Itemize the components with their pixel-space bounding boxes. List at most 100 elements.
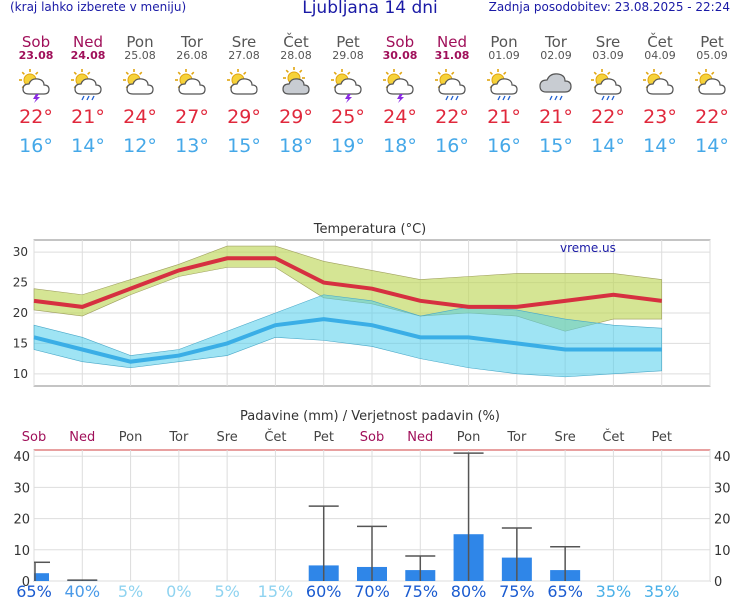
day-column: Pet 29.08 25° 19° xyxy=(322,34,374,157)
y-tick-label-right: 20 xyxy=(714,513,731,528)
day-column: Tor 02.09 21° 15° xyxy=(530,34,582,157)
rain-probability: 75% xyxy=(499,582,535,600)
rain-probability: 65% xyxy=(547,582,583,600)
min-temp-line xyxy=(33,317,662,364)
max-temp: 25° xyxy=(331,106,365,128)
menu-hint[interactable]: (kraj lahko izberete v meniju) xyxy=(10,0,187,14)
min-temp: 12° xyxy=(123,135,157,157)
rain-probability: 5% xyxy=(214,582,239,600)
rain-probability: 0% xyxy=(166,582,191,600)
rain-probability: 65% xyxy=(16,582,52,600)
day-column: Sob 30.08 24° 18° xyxy=(374,34,426,157)
day-column: Pon 25.08 24° 12° xyxy=(114,34,166,157)
day-date: 29.08 xyxy=(332,49,364,62)
page-title: Ljubljana 14 dni xyxy=(302,0,438,18)
rain-probability: 35% xyxy=(596,582,632,600)
day-column: Sre 03.09 22° 14° xyxy=(582,34,634,157)
x-tick-label: Sre xyxy=(554,430,575,445)
temperature-chart: Temperatura (°C) 10 15 20 25 30 vreme.us xyxy=(13,222,711,387)
rain-probability: 5% xyxy=(118,582,143,600)
day-column: Pet 05.09 22° 14° xyxy=(686,34,738,157)
min-temp: 14° xyxy=(71,135,105,157)
x-tick-label: Pet xyxy=(651,430,671,445)
x-tick-label: Čet xyxy=(264,429,286,445)
day-date: 31.08 xyxy=(434,49,470,62)
min-temp: 18° xyxy=(383,135,417,157)
y-tick-label: 10 xyxy=(13,367,28,381)
cloud-rain-icon xyxy=(530,67,582,101)
max-temp: 21° xyxy=(487,106,521,128)
max-temp: 22° xyxy=(435,106,469,128)
partly-cloudy-icon xyxy=(270,67,322,101)
day-date: 04.09 xyxy=(644,49,676,62)
chart-title: Temperatura (°C) xyxy=(313,222,426,237)
max-temp: 24° xyxy=(123,106,157,128)
min-temp: 18° xyxy=(279,135,313,157)
day-name: Pet xyxy=(336,33,360,51)
min-temp: 16° xyxy=(487,135,521,157)
rain-probability: 15% xyxy=(258,582,294,600)
sun-cloud-icon xyxy=(634,67,686,101)
sun-cloud-icon xyxy=(166,67,218,101)
rain-probability: 60% xyxy=(306,582,342,600)
day-date: 02.09 xyxy=(540,49,572,62)
sun-cloud-rain-icon xyxy=(478,67,530,101)
min-temp: 15° xyxy=(227,135,261,157)
day-name: Sre xyxy=(595,33,621,51)
y-tick-label-right: 30 xyxy=(714,481,731,496)
day-date: 26.08 xyxy=(176,49,208,62)
x-tick-label: Ned xyxy=(407,430,433,445)
y-tick-label-right: 10 xyxy=(714,544,731,559)
header: (kraj lahko izberete v meniju) Ljubljana… xyxy=(0,0,740,22)
min-temp: 14° xyxy=(695,135,729,157)
day-name: Sob xyxy=(385,33,415,51)
x-tick-label: Čet xyxy=(602,429,624,445)
rain-probability: 80% xyxy=(451,582,487,600)
sun-cloud-storm-icon xyxy=(374,67,426,103)
y-tick-label: 15 xyxy=(13,336,28,350)
day-date: 24.08 xyxy=(70,49,106,62)
y-tick-label: 25 xyxy=(13,276,28,290)
max-temp: 24° xyxy=(383,106,417,128)
sun-cloud-storm-icon xyxy=(10,67,62,103)
rain-probability: 70% xyxy=(354,582,390,600)
x-tick-label: Sob xyxy=(22,430,46,445)
y-tick-label: 20 xyxy=(13,513,30,528)
rain-probability: 35% xyxy=(644,582,680,600)
rain-probability: 40% xyxy=(65,582,101,600)
min-temp: 19° xyxy=(331,135,365,157)
min-temp-band xyxy=(33,294,663,378)
min-temp: 15° xyxy=(539,135,573,157)
day-date: 28.08 xyxy=(280,49,312,62)
y-tick-label: 0 xyxy=(22,575,30,590)
day-date: 30.08 xyxy=(382,49,418,62)
day-date: 05.09 xyxy=(696,49,728,62)
max-temp: 29° xyxy=(227,106,261,128)
y-tick-label-right: 0 xyxy=(714,575,722,590)
x-tick-label: Tor xyxy=(506,430,527,445)
day-date: 27.08 xyxy=(228,49,260,62)
sun-cloud-icon xyxy=(686,67,738,101)
y-tick-label-right: 40 xyxy=(714,450,731,465)
sun-cloud-icon xyxy=(218,67,270,101)
max-temp: 27° xyxy=(175,106,209,128)
day-date: 03.09 xyxy=(592,49,624,62)
day-column: Pon 01.09 21° 16° xyxy=(478,34,530,157)
day-column: Ned 31.08 22° 16° xyxy=(426,34,478,157)
x-tick-label: Pon xyxy=(119,430,143,445)
min-temp: 13° xyxy=(175,135,209,157)
day-column: Čet 04.09 23° 14° xyxy=(634,34,686,157)
y-tick-label: 40 xyxy=(13,450,30,465)
x-tick-label: Pet xyxy=(313,430,333,445)
day-name: Pon xyxy=(490,33,518,51)
day-column: Sob 23.08 22° 16° xyxy=(10,34,62,157)
y-tick-label: 20 xyxy=(13,306,28,320)
sun-cloud-storm-icon xyxy=(322,67,374,103)
max-temp: 29° xyxy=(279,106,313,128)
day-name: Pon xyxy=(126,33,154,51)
forecast-days: Sob 23.08 22° 16° Ned 24.08 21° 14° Pon 25.08 24° 1… xyxy=(10,34,738,157)
day-name: Čet xyxy=(283,33,309,51)
max-temp: 23° xyxy=(643,106,677,128)
y-tick-label: 30 xyxy=(13,245,28,259)
sun-cloud-rain-icon xyxy=(582,67,634,101)
